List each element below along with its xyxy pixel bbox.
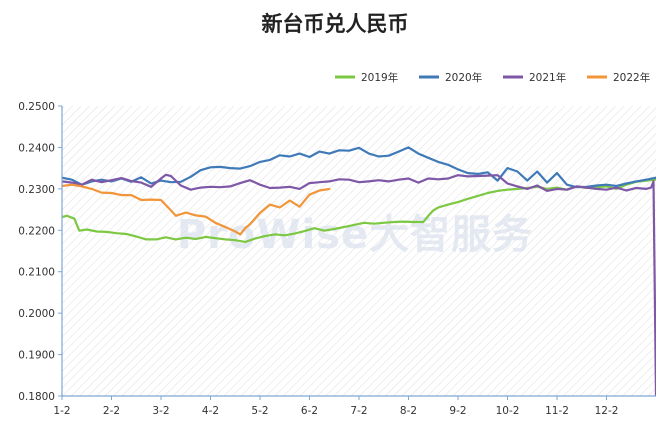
legend-label: 2022年 xyxy=(613,71,650,84)
legend-label: 2020年 xyxy=(445,71,482,84)
y-tick-label: 0.1800 xyxy=(18,391,55,403)
x-tick-label: 7-2 xyxy=(350,405,367,417)
y-tick-label: 0.2100 xyxy=(18,267,55,279)
y-axis: 0.1800 0.1900 0.2000 0.2100 0.2200 0.2300 0.24… xyxy=(18,101,62,403)
y-tick-label: 0.2400 xyxy=(18,142,55,154)
x-tick-label: 8-2 xyxy=(400,405,417,417)
watermark-text: ProWise大智服务 xyxy=(177,212,533,258)
chart-title: 新台币兑人民币 xyxy=(262,12,409,36)
x-tick-label: 2-2 xyxy=(103,405,120,417)
x-tick-label: 1-2 xyxy=(53,405,70,417)
x-tick-label: 9-2 xyxy=(449,405,466,417)
series-line-4 xyxy=(62,183,331,236)
series-line-1 xyxy=(62,178,656,243)
series-line-2 xyxy=(62,146,656,189)
x-tick-label: 4-2 xyxy=(202,405,219,417)
x-tick-label: 12-2 xyxy=(595,405,619,417)
series-line-3 xyxy=(62,173,656,396)
y-tick-label: 0.2200 xyxy=(18,225,55,237)
legend-label: 2021年 xyxy=(529,71,566,84)
x-tick-label: 11-2 xyxy=(545,405,569,417)
x-tick-label: 10-2 xyxy=(496,405,520,417)
x-tick-label: 5-2 xyxy=(251,405,268,417)
legend: 2019年 2020年 2021年 2022年 xyxy=(335,71,650,84)
y-tick-label: 0.1900 xyxy=(18,350,55,362)
x-tick-label: 6-2 xyxy=(301,405,318,417)
y-tick-label: 0.2300 xyxy=(18,184,55,196)
series-layer xyxy=(62,146,656,396)
x-tick-label: 3-2 xyxy=(152,405,169,417)
y-tick-label: 0.2500 xyxy=(18,101,55,113)
x-axis: 1-2 2-2 3-2 4-2 5-2 6-2 7-2 8-2 9-2 10-2 11-2 12-2 xyxy=(53,396,618,417)
legend-label: 2019年 xyxy=(361,71,398,84)
y-tick-label: 0.2000 xyxy=(18,308,55,320)
plot-area xyxy=(62,106,656,396)
